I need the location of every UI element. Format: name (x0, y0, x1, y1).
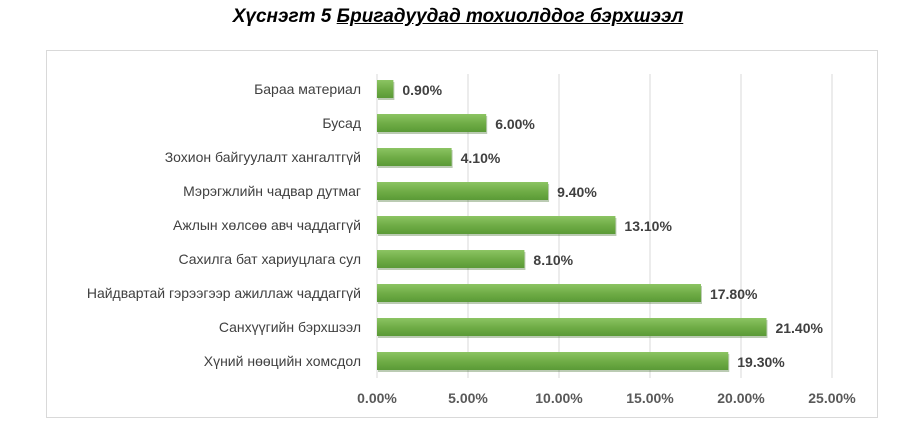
x-tick-label: 25.00% (808, 390, 856, 406)
bar (377, 148, 452, 166)
x-tick-label: 5.00% (448, 390, 488, 406)
category-label: Мэрэгжлийн чадвар дутмаг (183, 183, 361, 199)
data-label: 21.40% (775, 320, 823, 336)
bar (377, 114, 487, 132)
category-label: Сахилга бат хариуцлага сул (178, 251, 361, 267)
x-tick-label: 0.00% (357, 390, 397, 406)
bar (377, 250, 525, 268)
data-label: 4.10% (461, 150, 501, 166)
bar (377, 182, 549, 200)
category-label: Бараа материал (254, 81, 361, 97)
data-label: 9.40% (557, 184, 597, 200)
data-label: 19.30% (737, 354, 785, 370)
category-label: Бусад (322, 115, 361, 131)
chart-title-text: Бригадуудад тохиолддог бэрхшээл (336, 6, 684, 27)
bar (377, 80, 394, 98)
category-label: Зохион байгуулалт хангалтгүй (165, 149, 361, 165)
chart-title: Хүснэгт 5 Бригадуудад тохиолддог бэрхшээ… (0, 6, 916, 28)
chart-title-prefix: Хүснэгт 5 (232, 6, 332, 27)
bar (377, 352, 729, 370)
category-label: Ажлын хөлсөө авч чаддаггүй (173, 217, 361, 233)
data-label: 13.10% (624, 218, 672, 234)
data-label: 0.90% (402, 82, 442, 98)
category-label: Хүний нөөцийн хомсдол (204, 353, 361, 369)
category-label: Найдвартай гэрээгээр ажиллаж чаддаггүй (87, 285, 361, 301)
bar (377, 284, 701, 302)
x-tick-label: 10.00% (535, 390, 583, 406)
x-tick-label: 20.00% (717, 390, 765, 406)
data-label: 6.00% (495, 116, 535, 132)
category-label: Санхүүгийн бэрхшээл (219, 319, 361, 335)
x-tick-label: 15.00% (626, 390, 674, 406)
bar (377, 216, 616, 234)
data-label: 8.10% (533, 252, 573, 268)
bar (377, 318, 767, 336)
data-label: 17.80% (710, 286, 758, 302)
